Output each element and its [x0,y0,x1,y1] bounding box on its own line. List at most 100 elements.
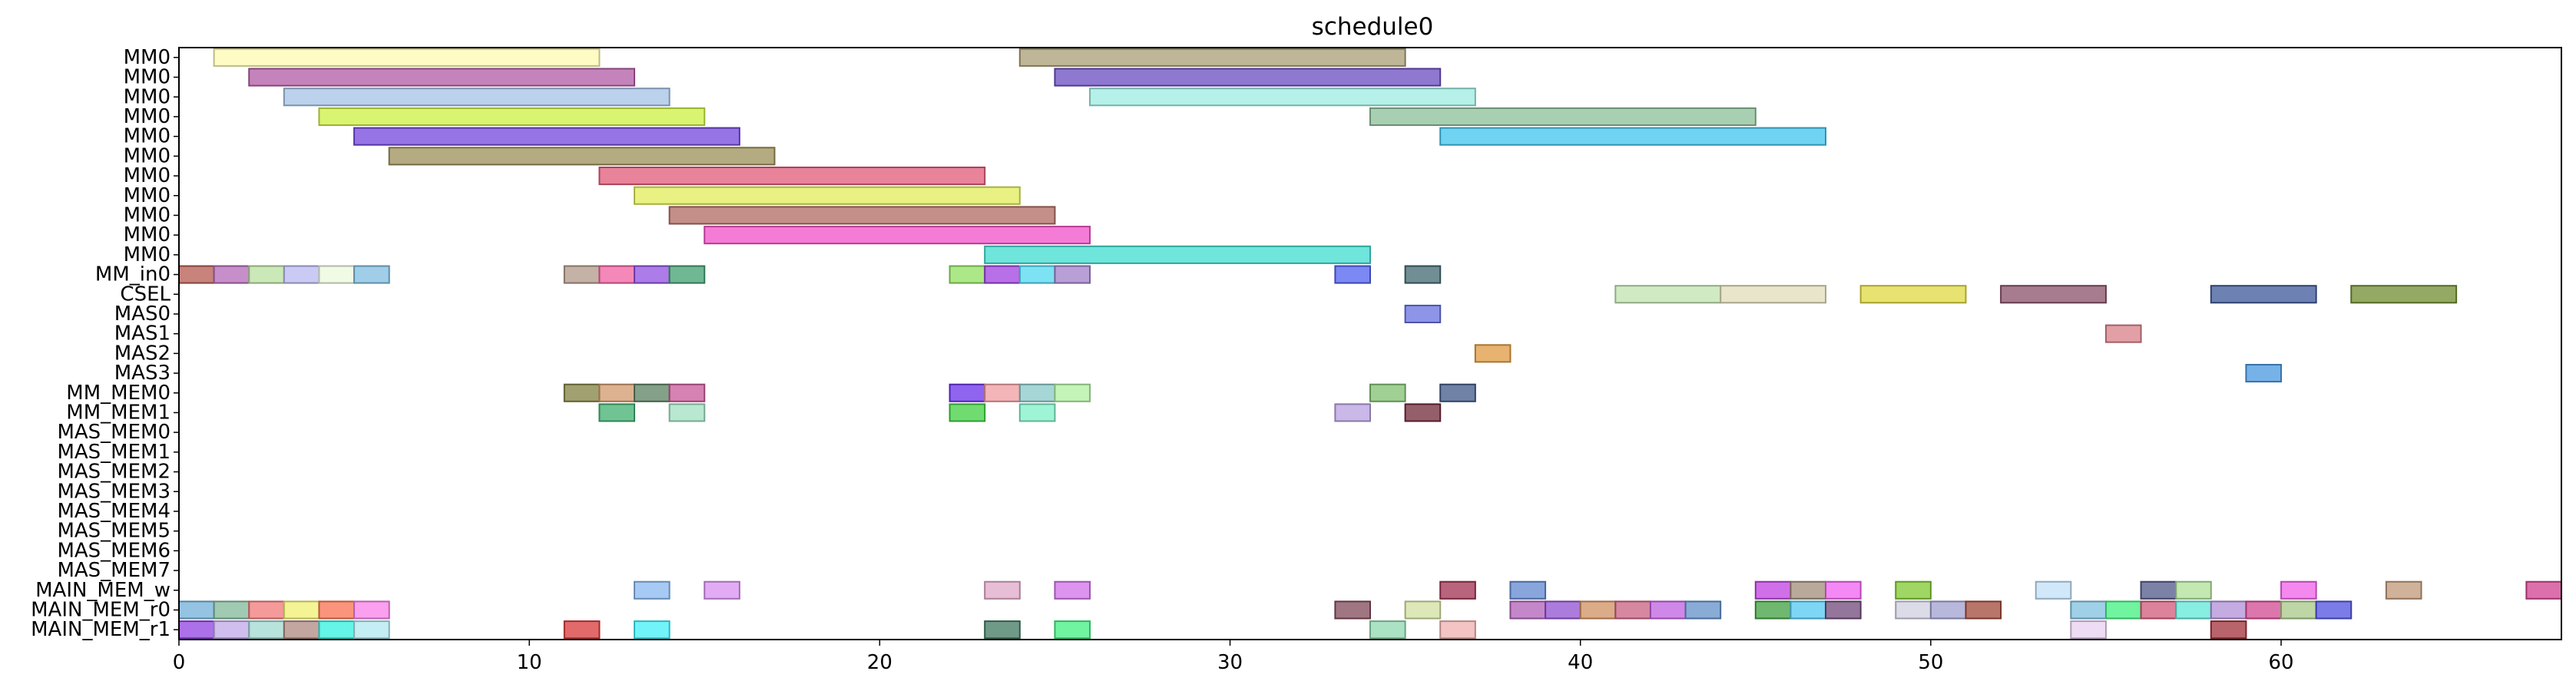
task-bar-mm-mem0-51 [1439,383,1476,402]
task-bar-mm-in0-21 [353,265,390,284]
task-bar-main-mem-w-64 [1754,580,1792,600]
task-bar-mm-in0-31 [1404,265,1442,284]
task-bar-mm-mem0-48 [1018,383,1056,402]
task-bar-mm-mem1-53 [668,403,706,422]
task-bar-mm0-9 [1439,127,1827,146]
task-bar-mm-mem1-55 [1018,403,1056,422]
y-tick-label: MAS1 [114,322,171,346]
task-bar-main-mem-r0-83 [1545,600,1581,620]
task-bar-main-mem-r0-77 [283,600,320,620]
task-bar-main-mem-r0-98 [2210,600,2247,620]
y-tick-label: MM0 [124,243,171,266]
task-bar-main-mem-r0-78 [318,600,356,620]
task-bar-mm0-1 [1018,48,1406,67]
task-bar-mm-mem0-50 [1369,383,1406,402]
x-tick-label: 10 [517,651,542,674]
task-bar-main-mem-r1-102 [178,620,215,640]
task-bar-mm-mem1-54 [949,403,986,422]
task-bar-mm0-6 [318,107,706,127]
task-bar-mm-mem0-49 [1054,383,1091,402]
task-bar-main-mem-r0-79 [353,600,390,620]
chart-title: schedule0 [1312,13,1434,41]
x-tick-label: 50 [1918,651,1943,674]
task-bar-main-mem-w-62 [1439,580,1476,600]
task-bar-csel-32 [1614,285,1722,304]
task-bar-mm-in0-17 [213,265,250,284]
task-bar-main-mem-r0-80 [1334,600,1371,620]
task-bar-csel-36 [2210,285,2317,304]
task-bar-main-mem-r0-99 [2245,600,2283,620]
y-tick-label: MAS_MEM1 [57,441,171,464]
task-bar-mas3-41 [2245,363,2283,383]
task-bar-mm0-14 [704,226,1091,245]
task-bar-main-mem-r1-105 [283,620,320,640]
task-bar-main-mem-w-60 [984,580,1021,600]
x-axis-ticks: 0 10 20 30 40 50 60 [173,640,2294,674]
task-bar-main-mem-r1-109 [634,620,670,640]
task-bar-main-mem-r0-75 [213,600,250,620]
task-bar-main-mem-r1-104 [248,620,285,640]
task-bar-main-mem-r0-93 [1965,600,2002,620]
task-bar-mm-mem1-56 [1334,403,1371,422]
task-bar-main-mem-w-66 [1825,580,1862,600]
task-bar-main-mem-r0-100 [2280,600,2317,620]
task-bar-mas2-40 [1474,344,1511,363]
task-bar-mm-in0-22 [563,265,601,284]
y-tick-label: MAIN_MEM_w [35,579,171,602]
y-tick-label: MAIN_MEM_r0 [31,598,171,621]
bars-layer [178,48,2562,640]
task-bar-main-mem-r0-85 [1614,600,1651,620]
task-bar-mas0-38 [1404,304,1442,324]
y-tick-label: MAS3 [114,362,171,385]
task-bar-main-mem-r1-108 [563,620,601,640]
task-bar-mm-in0-27 [984,265,1021,284]
x-tick-label: 0 [173,651,186,674]
task-bar-mm-in0-29 [1054,265,1091,284]
y-axis-ticks: MM0MM0MM0MM0MM0MM0MM0MM0MM0MM0MM0MM_in0C… [31,46,179,641]
task-bar-main-mem-w-58 [634,580,670,600]
task-bar-main-mem-w-72 [2385,580,2422,600]
task-bar-main-mem-r0-101 [2315,600,2353,620]
y-tick-label: CSEL [120,283,171,306]
task-bar-mm0-15 [984,245,1372,264]
y-tick-label: MM0 [124,184,171,207]
task-bar-mm0-2 [248,68,636,87]
task-bar-mm-in0-26 [949,265,986,284]
task-bar-mm-mem1-52 [598,403,636,422]
y-tick-label: MM0 [124,164,171,187]
task-bar-main-mem-r0-84 [1579,600,1617,620]
y-tick-label: MAS2 [114,342,171,365]
task-bar-main-mem-r0-74 [178,600,215,620]
task-bar-mm-in0-20 [318,265,356,284]
task-bar-main-mem-w-71 [2280,580,2317,600]
task-bar-mm0-3 [1054,68,1442,87]
y-tick-label: MAS_MEM6 [57,539,171,562]
task-bar-mm-in0-18 [248,265,285,284]
y-tick-label: MAS0 [114,303,171,326]
task-bar-main-mem-r0-76 [248,600,285,620]
task-bar-mm0-8 [353,127,740,146]
task-bar-main-mem-w-59 [704,580,740,600]
task-bar-mm-mem0-43 [598,383,636,402]
task-bar-mm0-4 [283,88,670,107]
x-tick-label: 20 [867,651,892,674]
task-bar-main-mem-r1-114 [2070,620,2107,640]
task-bar-main-mem-r1-115 [2210,620,2247,640]
task-bar-mm0-5 [1089,88,1476,107]
task-bar-main-mem-r1-113 [1439,620,1476,640]
task-bar-main-mem-r0-92 [1929,600,1967,620]
task-bar-main-mem-w-69 [2140,580,2177,600]
task-bar-mm-in0-30 [1334,265,1371,284]
task-bar-mm0-7 [1369,107,1757,127]
task-bar-mm-mem0-46 [949,383,986,402]
task-bar-main-mem-w-67 [1895,580,1932,600]
task-bar-mm-mem0-45 [668,383,706,402]
task-bar-main-mem-r0-87 [1684,600,1722,620]
y-tick-label: MM_MEM1 [66,401,171,424]
task-bar-main-mem-r1-107 [353,620,390,640]
y-tick-label: MM0 [124,203,171,226]
task-bar-main-mem-w-68 [2035,580,2072,600]
task-bar-mm-mem0-47 [984,383,1021,402]
y-tick-label: MAS_MEM2 [57,461,171,484]
